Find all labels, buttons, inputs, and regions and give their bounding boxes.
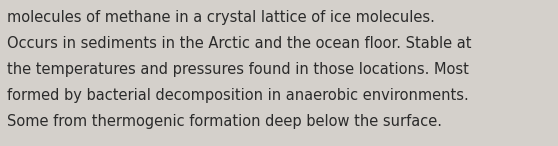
Text: Some from thermogenic formation deep below the surface.: Some from thermogenic formation deep bel… bbox=[7, 114, 442, 129]
Text: Occurs in sediments in the Arctic and the ocean floor. Stable at: Occurs in sediments in the Arctic and th… bbox=[7, 36, 472, 51]
Text: formed by bacterial decomposition in anaerobic environments.: formed by bacterial decomposition in ana… bbox=[7, 88, 469, 103]
Text: the temperatures and pressures found in those locations. Most: the temperatures and pressures found in … bbox=[7, 62, 469, 77]
Text: molecules of methane in a crystal lattice of ice molecules.: molecules of methane in a crystal lattic… bbox=[7, 10, 435, 25]
